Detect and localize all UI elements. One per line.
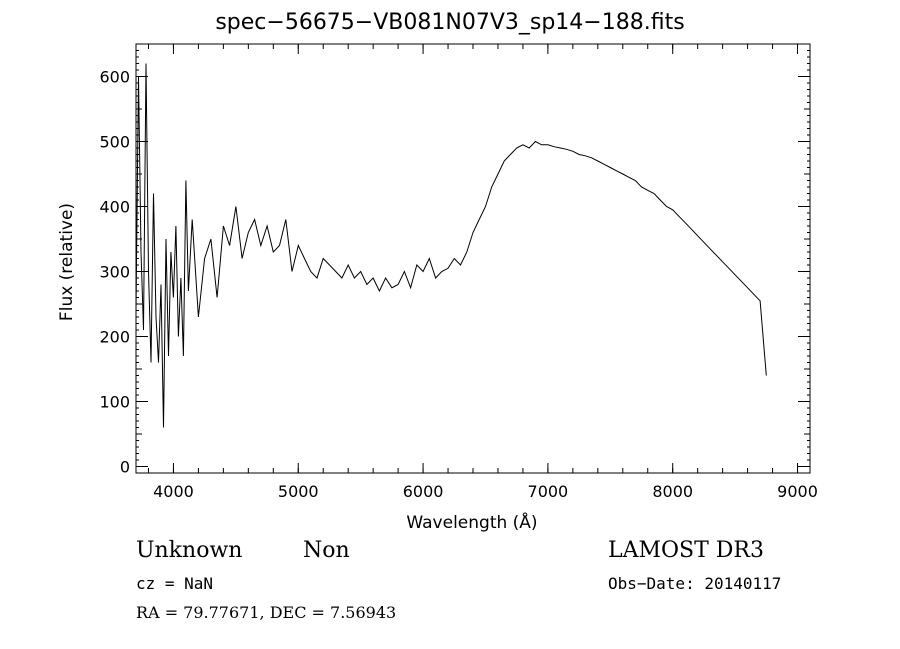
x-tick-label: 8000 [652,482,693,501]
tick-labels: 4000 5000 6000 7000 8000 9000 0 100 200 300 400 500… [99,68,817,502]
redshift-label: cz = NaN [136,574,214,593]
obs-date-label: Obs−Date: 20140117 [608,574,782,593]
x-tick-label: 6000 [403,482,444,501]
x-tick-label: 9000 [777,482,818,501]
subclass-label: Non [303,538,350,563]
survey-label: LAMOST DR3 [608,538,764,563]
chart-title: spec−56675−VB081N07V3_sp14−188.fits [215,10,685,35]
y-tick-label: 300 [99,263,130,282]
y-tick-label: 200 [99,328,130,347]
x-tick-label: 7000 [528,482,569,501]
x-tick-label: 4000 [153,482,194,501]
object-class-label: Unknown [136,538,243,563]
y-tick-label: 600 [99,68,130,87]
plot-frame [135,43,811,474]
y-tick-label: 0 [120,458,130,477]
axis-ticks [136,44,810,473]
y-tick-label: 100 [99,393,130,412]
y-tick-label: 400 [99,198,130,217]
y-tick-label: 500 [99,133,130,152]
x-axis-label: Wavelength (Å) [406,511,537,533]
spectrum-series-line [135,63,767,428]
axes-frame [135,43,811,474]
coordinates-label: RA = 79.77671, DEC = 7.56943 [136,603,397,622]
x-tick-label: 5000 [278,482,319,501]
y-axis-label: Flux (relative) [57,203,77,321]
